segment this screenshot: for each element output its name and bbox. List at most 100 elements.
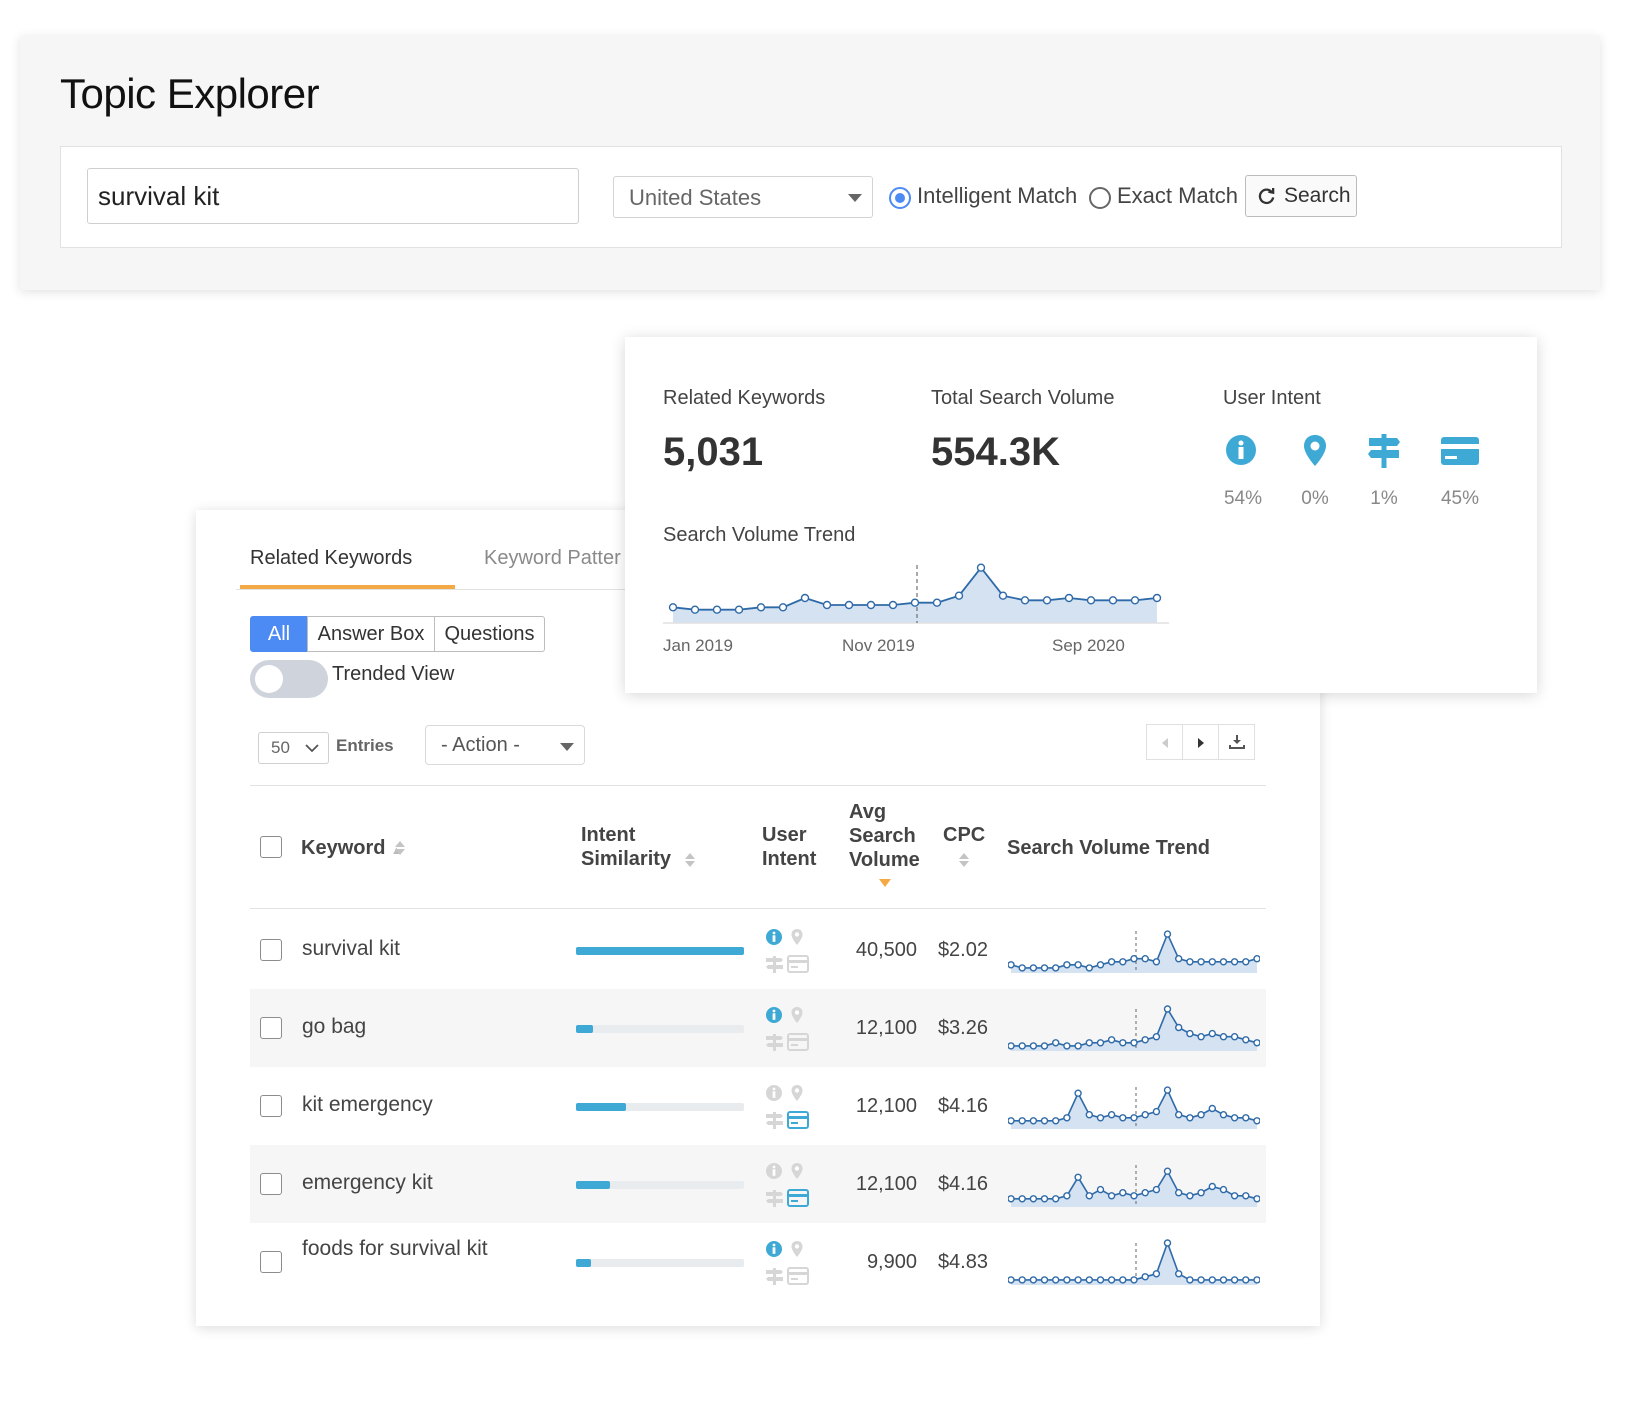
tab-related-keywords[interactable]: Related Keywords bbox=[250, 547, 413, 569]
summary-card: Related Keywords 5,031 Total Search Volu… bbox=[625, 337, 1537, 693]
exact-match-radio[interactable] bbox=[1089, 187, 1111, 209]
caret-down-icon bbox=[848, 194, 862, 202]
active-tab-indicator bbox=[240, 585, 455, 589]
prev-page-button[interactable] bbox=[1146, 724, 1183, 760]
search-button[interactable]: Search bbox=[1245, 175, 1357, 217]
credit-card-icon bbox=[787, 1267, 809, 1285]
col-avg-search-volume[interactable]: Avg Search Volume bbox=[849, 800, 920, 872]
trend-point bbox=[1186, 1029, 1194, 1038]
summary-trend-point bbox=[866, 600, 876, 610]
trend-axis-start: Jan 2019 bbox=[663, 636, 733, 655]
row-avg-search-volume: 12,100 bbox=[855, 1173, 917, 1195]
row-keyword[interactable]: kit emergency bbox=[302, 1093, 433, 1116]
trend-point bbox=[1197, 1033, 1205, 1041]
credit-card-icon bbox=[787, 1189, 809, 1207]
signpost-icon bbox=[766, 1034, 783, 1051]
row-cpc: $2.02 bbox=[937, 939, 988, 961]
trend-point bbox=[1174, 1189, 1183, 1197]
intent-commercial-pct: 1% bbox=[1370, 488, 1398, 509]
trend-point bbox=[1029, 1117, 1038, 1125]
signpost-icon bbox=[1368, 434, 1400, 468]
row-keyword[interactable]: emergency kit bbox=[302, 1171, 433, 1194]
info-icon bbox=[766, 1007, 782, 1023]
trend-point bbox=[1107, 1111, 1116, 1119]
sort-keyword-icon[interactable] bbox=[394, 840, 406, 856]
row-checkbox[interactable] bbox=[260, 939, 282, 961]
trend-point bbox=[1141, 1273, 1149, 1281]
action-select[interactable]: - Action - bbox=[425, 725, 585, 765]
trended-view-toggle[interactable] bbox=[250, 660, 328, 698]
location-pin-icon bbox=[1304, 435, 1326, 466]
toggle-knob bbox=[255, 665, 283, 693]
row-checkbox[interactable] bbox=[260, 1251, 282, 1273]
row-checkbox[interactable] bbox=[260, 1173, 282, 1195]
summary-trend-point bbox=[712, 605, 722, 614]
row-trend-sparkline bbox=[1008, 1086, 1260, 1129]
col-avg-line1: Avg bbox=[849, 801, 887, 823]
trend-point bbox=[1130, 1039, 1138, 1047]
trend-point bbox=[1152, 958, 1161, 966]
location-pin-icon bbox=[791, 1241, 803, 1257]
trend-point bbox=[1197, 1189, 1205, 1197]
trended-view-label: Trended View bbox=[332, 663, 455, 685]
row-avg-search-volume: 40,500 bbox=[855, 939, 917, 961]
row-checkbox[interactable] bbox=[260, 1095, 282, 1117]
trend-point bbox=[1130, 955, 1138, 963]
trend-point bbox=[1074, 1089, 1082, 1097]
trend-point bbox=[1029, 1276, 1038, 1284]
table-top-rule bbox=[250, 785, 1266, 786]
trend-point bbox=[1085, 1039, 1094, 1047]
sort-similarity-icon[interactable] bbox=[684, 852, 696, 868]
trend-point bbox=[1085, 1192, 1094, 1200]
keyword-input[interactable] bbox=[87, 168, 579, 224]
select-all-checkbox[interactable] bbox=[260, 836, 282, 858]
download-button[interactable] bbox=[1218, 724, 1255, 760]
tab-keyword-patterns[interactable]: Keyword Patter bbox=[484, 547, 621, 569]
row-keyword[interactable]: go bag bbox=[302, 1015, 367, 1038]
sort-desc-active-icon[interactable] bbox=[878, 878, 892, 888]
intelligent-match-radio[interactable] bbox=[889, 187, 911, 209]
row-keyword[interactable]: foods for survival kit bbox=[302, 1237, 488, 1260]
filter-all[interactable]: All bbox=[250, 616, 308, 652]
related-keywords-label: Related Keywords bbox=[663, 387, 826, 409]
intent-similarity-bar bbox=[576, 1103, 744, 1111]
trend-point bbox=[1119, 1189, 1127, 1197]
trend-point bbox=[1163, 930, 1172, 938]
summary-trend-point bbox=[734, 605, 744, 614]
trend-point bbox=[1152, 1270, 1161, 1278]
signpost-icon bbox=[766, 956, 783, 973]
filter-questions[interactable]: Questions bbox=[434, 616, 545, 652]
download-icon bbox=[1229, 735, 1245, 749]
trend-area bbox=[1011, 934, 1257, 973]
credit-card-icon bbox=[787, 955, 809, 973]
trend-point bbox=[1029, 1195, 1038, 1203]
col-intent-similarity[interactable]: Intent Similarity bbox=[581, 823, 671, 871]
exact-match-label[interactable]: Exact Match bbox=[1117, 183, 1239, 208]
trend-point bbox=[1018, 1117, 1026, 1125]
country-select[interactable]: United States bbox=[613, 176, 873, 218]
entries-select[interactable]: 50 bbox=[258, 732, 329, 764]
row-trend-sparkline bbox=[1008, 1005, 1260, 1051]
trend-area bbox=[1011, 1171, 1257, 1207]
trend-point bbox=[1040, 1195, 1049, 1203]
trend-point bbox=[1008, 1042, 1015, 1050]
trend-point bbox=[1219, 958, 1228, 966]
col-intent-similarity-line1: Intent bbox=[581, 824, 636, 846]
credit-card-icon bbox=[1441, 437, 1479, 465]
row-checkbox[interactable] bbox=[260, 1017, 282, 1039]
trend-point bbox=[1096, 1114, 1105, 1122]
intent-similarity-fill bbox=[576, 1025, 593, 1033]
row-keyword[interactable]: survival kit bbox=[302, 937, 401, 960]
trend-point bbox=[1219, 1111, 1228, 1119]
location-pin-icon bbox=[791, 1007, 803, 1023]
col-cpc[interactable]: CPC bbox=[943, 823, 985, 847]
col-keyword[interactable]: Keyword ▲ bbox=[301, 836, 402, 863]
summary-trend-point bbox=[1042, 596, 1052, 605]
intelligent-match-label[interactable]: Intelligent Match bbox=[917, 183, 1078, 208]
trend-axis-end: Sep 2020 bbox=[1052, 636, 1125, 655]
trend-point bbox=[1040, 1117, 1049, 1125]
row-trend-sparkline bbox=[1008, 930, 1260, 973]
col-user-intent-line1: User bbox=[762, 824, 807, 846]
sort-cpc-icon[interactable] bbox=[958, 852, 970, 868]
col-keyword-label: Keyword bbox=[301, 837, 386, 859]
